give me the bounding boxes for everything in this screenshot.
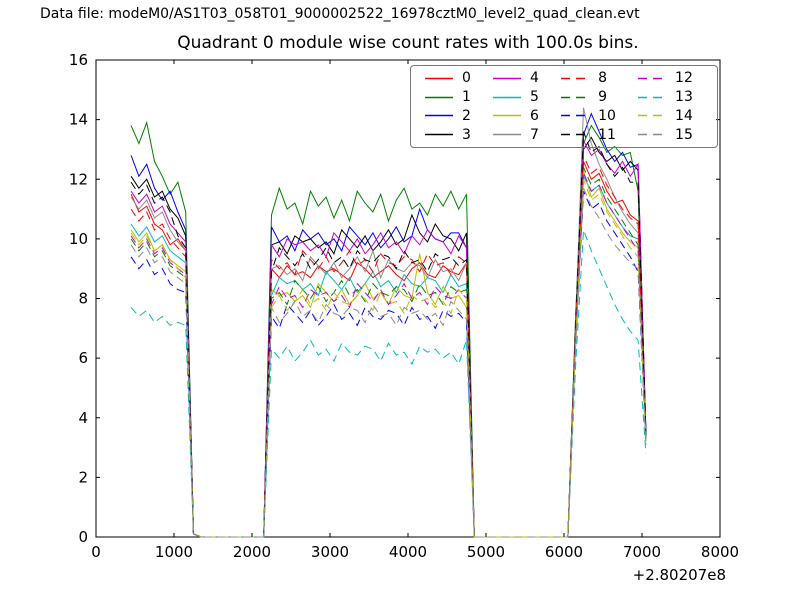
legend-label: 3 xyxy=(462,126,471,143)
legend-line-sample xyxy=(493,96,522,98)
legend-entry-15: 15 xyxy=(632,125,709,144)
series-line-14 xyxy=(130,179,647,538)
legend-label: 9 xyxy=(598,89,608,106)
legend-label: 4 xyxy=(530,70,539,87)
legend-entry-11: 11 xyxy=(555,125,632,144)
series-line-11 xyxy=(130,131,647,538)
y-tick-label: 4 xyxy=(78,409,88,427)
legend-line-sample xyxy=(561,115,590,117)
legend-entry-6: 6 xyxy=(487,107,555,126)
x-tick-label: 1000 xyxy=(155,543,193,561)
legend-label: 10 xyxy=(598,107,616,124)
x-axis-offset-label: +2.80207e8 xyxy=(633,566,726,584)
legend-entry-13: 13 xyxy=(632,88,709,107)
legend-entry-3: 3 xyxy=(419,125,487,144)
series-line-13 xyxy=(130,229,647,538)
legend-entry-7: 7 xyxy=(487,125,555,144)
legend-label: 15 xyxy=(675,126,693,143)
y-tick-label: 2 xyxy=(78,468,88,486)
legend-label: 13 xyxy=(675,89,693,106)
legend-label: 2 xyxy=(462,107,471,124)
legend-line-sample xyxy=(638,133,667,136)
datafile-label: Data file: modeM0/AS1T03_058T01_90000025… xyxy=(40,6,640,22)
legend-label: 1 xyxy=(462,89,471,106)
legend-line-sample xyxy=(493,77,522,80)
legend-entry-14: 14 xyxy=(632,107,709,126)
series-line-9 xyxy=(130,167,647,538)
legend-label: 11 xyxy=(598,126,616,143)
legend-line-sample xyxy=(561,96,590,98)
legend-line-sample xyxy=(638,77,667,80)
legend-label: 0 xyxy=(462,70,471,87)
x-tick-label: 2000 xyxy=(233,543,271,561)
legend-line-sample xyxy=(425,115,453,117)
legend-line-sample xyxy=(493,133,522,136)
legend-line-sample xyxy=(425,96,453,98)
y-tick-label: 6 xyxy=(78,349,88,367)
legend-line-sample xyxy=(425,77,453,80)
x-tick-label: 3000 xyxy=(311,543,349,561)
legend-line-sample xyxy=(561,77,590,80)
series-line-2 xyxy=(130,112,647,538)
legend-label: 6 xyxy=(530,107,539,124)
x-tick-label: 8000 xyxy=(701,543,739,561)
series-line-4 xyxy=(130,138,647,538)
legend-line-sample xyxy=(638,115,667,117)
series-line-1 xyxy=(130,120,647,538)
series-line-10 xyxy=(130,191,647,538)
y-tick-label: 8 xyxy=(78,290,88,308)
legend-label: 12 xyxy=(675,70,693,87)
legend-entry-8: 8 xyxy=(555,69,632,88)
legend-label: 14 xyxy=(675,107,693,124)
x-tick-label: 5000 xyxy=(467,543,505,561)
series-line-6 xyxy=(130,170,647,538)
y-tick-label: 16 xyxy=(69,51,88,69)
legend-line-sample xyxy=(561,133,590,136)
legend-entry-4: 4 xyxy=(487,69,555,88)
legend-label: 5 xyxy=(530,89,539,106)
y-tick-label: 0 xyxy=(78,528,88,546)
legend-entry-9: 9 xyxy=(555,88,632,107)
legend-entry-12: 12 xyxy=(632,69,709,88)
y-tick-label: 14 xyxy=(69,111,88,129)
legend: 0 1 2 3 4 5 6 7 8 9 10 11 12 13 14 15 xyxy=(410,65,718,148)
chart-title: Quadrant 0 module wise count rates with … xyxy=(177,33,639,53)
y-tick-label: 12 xyxy=(69,170,88,188)
legend-entry-10: 10 xyxy=(555,107,632,126)
series-line-0 xyxy=(130,161,647,538)
series-line-3 xyxy=(130,136,647,538)
series-line-8 xyxy=(130,155,647,538)
legend-label: 7 xyxy=(530,126,539,143)
x-tick-label: 6000 xyxy=(545,543,583,561)
series-line-12 xyxy=(130,173,647,538)
legend-line-sample xyxy=(638,96,667,98)
legend-entry-2: 2 xyxy=(419,107,487,126)
legend-line-sample xyxy=(425,133,453,136)
x-tick-label: 7000 xyxy=(623,543,661,561)
legend-entry-0: 0 xyxy=(419,69,487,88)
series-line-15 xyxy=(130,188,647,538)
legend-entry-5: 5 xyxy=(487,88,555,107)
y-tick-label: 10 xyxy=(69,230,88,248)
legend-label: 8 xyxy=(598,70,608,87)
legend-entry-1: 1 xyxy=(419,88,487,107)
legend-line-sample xyxy=(493,115,522,117)
x-tick-label: 0 xyxy=(91,543,101,561)
series-line-7 xyxy=(130,107,647,538)
x-tick-label: 4000 xyxy=(389,543,427,561)
